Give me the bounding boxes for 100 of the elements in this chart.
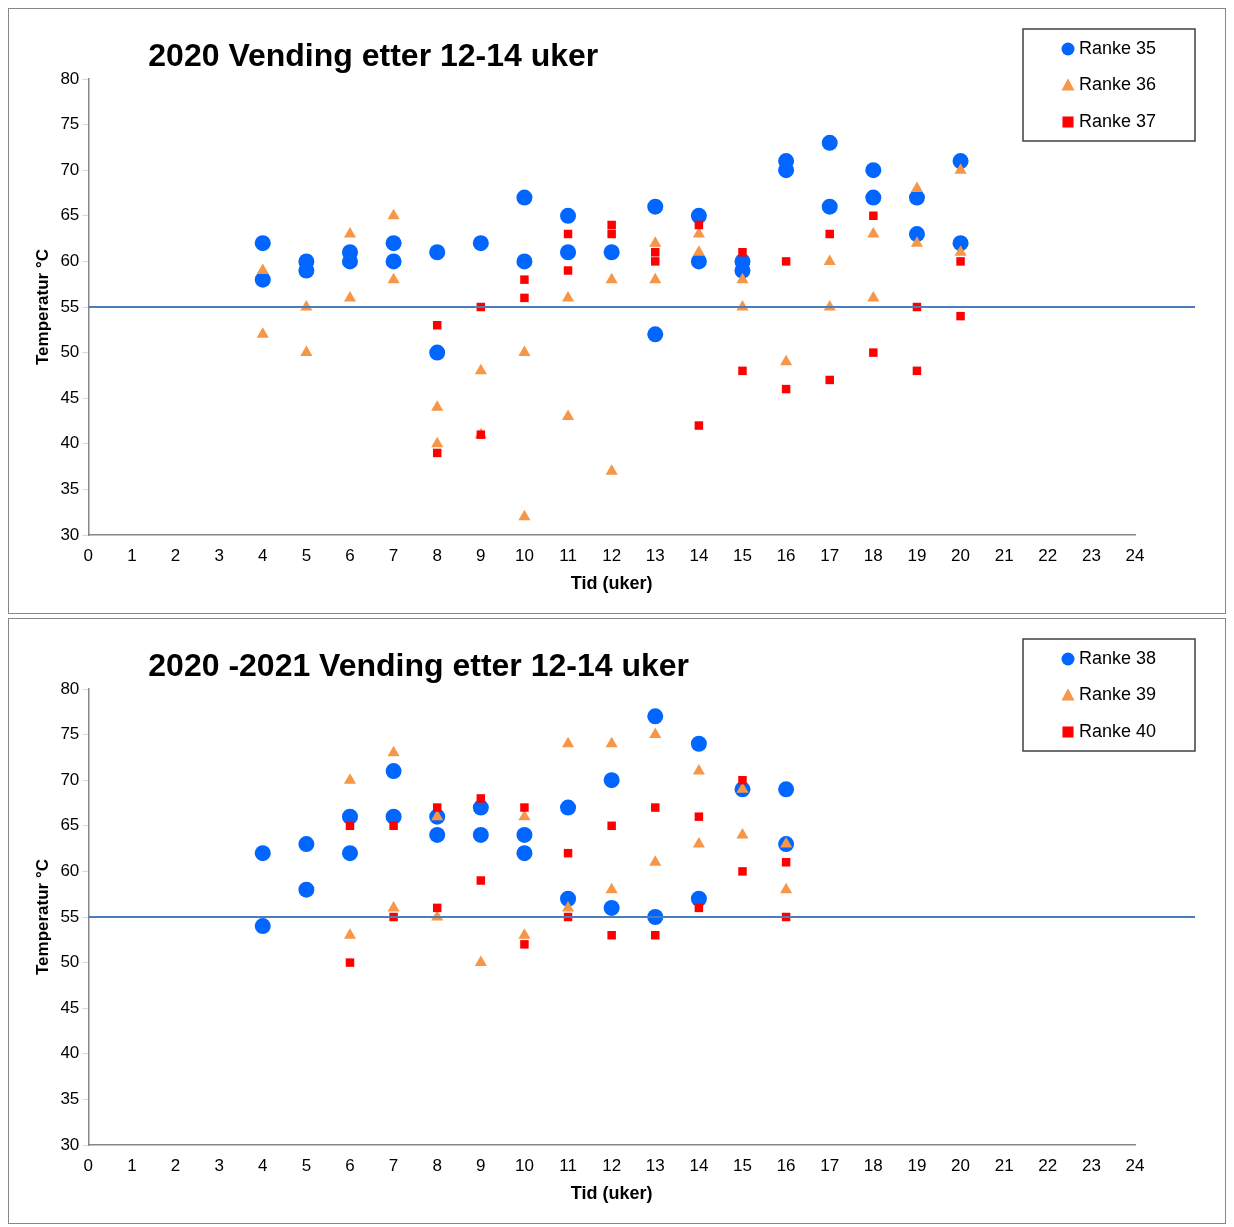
x-tick-label: 1 (127, 1155, 137, 1175)
point (298, 836, 315, 853)
point (385, 253, 402, 270)
point (738, 867, 747, 876)
point (780, 837, 793, 848)
x-tick-label: 18 (863, 1155, 883, 1175)
legend-label: Ranke 37 (1079, 110, 1157, 131)
point (520, 275, 529, 284)
point (429, 344, 446, 361)
point (651, 257, 660, 266)
point (954, 245, 967, 256)
point (256, 263, 269, 275)
x-tick-label: 12 (602, 1155, 622, 1175)
point (429, 244, 446, 261)
point (474, 363, 487, 375)
point (649, 236, 662, 247)
x-tick-label: 8 (432, 545, 442, 565)
point (692, 837, 705, 848)
x-tick-label: 0 (83, 1155, 94, 1175)
point (821, 134, 838, 151)
point (518, 345, 531, 357)
point (518, 928, 531, 939)
x-tick-label: 16 (776, 545, 796, 565)
y-tick-label: 80 (60, 68, 80, 88)
point (780, 354, 793, 366)
point (867, 227, 880, 238)
point (431, 400, 444, 411)
point (736, 827, 749, 839)
x-tick-label: 11 (559, 545, 577, 565)
x-tick-label: 19 (907, 1155, 927, 1175)
point (694, 812, 704, 821)
point (869, 211, 878, 221)
point (605, 882, 618, 894)
point (429, 826, 446, 843)
point (865, 162, 882, 179)
point (516, 253, 533, 270)
point (385, 235, 402, 252)
point (651, 803, 660, 812)
x-tick-label: 10 (514, 545, 534, 565)
point (561, 736, 575, 748)
point (343, 290, 357, 302)
x-tick-label: 14 (689, 545, 709, 565)
point (690, 735, 707, 752)
chart-title: 2020 Vending etter 12-14 uker (148, 36, 599, 73)
point (651, 931, 660, 940)
point (560, 244, 577, 261)
y-tick-label: 60 (60, 861, 80, 881)
x-tick-label: 15 (733, 1155, 752, 1175)
point (561, 290, 575, 302)
point (343, 227, 357, 238)
y-tick-label: 65 (60, 815, 80, 835)
point (560, 890, 577, 907)
x-tick-label: 17 (820, 545, 840, 565)
y-tick-label: 60 (60, 251, 80, 271)
y-tick-label: 35 (60, 479, 80, 499)
point (821, 198, 838, 215)
point (736, 272, 749, 284)
point (431, 436, 444, 448)
point (520, 940, 529, 949)
x-tick-label: 6 (345, 1155, 355, 1175)
point (607, 821, 616, 831)
y-tick-label: 75 (60, 724, 80, 744)
point (825, 229, 834, 239)
x-tick-label: 8 (432, 1155, 442, 1175)
x-tick-label: 9 (476, 1155, 486, 1175)
point (781, 257, 791, 266)
point (647, 326, 664, 343)
point (387, 900, 400, 912)
y-tick-label: 65 (60, 205, 80, 225)
point (256, 327, 269, 338)
y-axis-title: Temperatur °C (32, 858, 52, 976)
y-tick-label: 70 (60, 159, 80, 179)
x-tick-label: 19 (907, 545, 927, 565)
point (343, 773, 357, 784)
point (780, 882, 793, 894)
x-tick-label: 23 (1081, 545, 1101, 565)
point (603, 899, 620, 916)
x-tick-label: 24 (1125, 1155, 1145, 1175)
point (254, 845, 271, 862)
point (910, 181, 923, 192)
point (341, 845, 358, 862)
point (561, 900, 575, 912)
x-tick-label: 1 (127, 545, 137, 565)
point (518, 509, 531, 521)
x-tick-label: 17 (820, 1155, 840, 1175)
x-tick-label: 23 (1081, 1155, 1101, 1175)
point (343, 928, 357, 939)
y-axis-title: Temperatur °C (32, 248, 52, 366)
point (647, 708, 664, 725)
point (432, 803, 442, 812)
x-tick-label: 2 (170, 1155, 181, 1175)
point (476, 876, 486, 885)
point (867, 290, 880, 302)
x-tick-label: 10 (514, 1155, 534, 1175)
point (647, 198, 664, 215)
x-tick-label: 21 (994, 1155, 1014, 1175)
point (603, 772, 620, 789)
point (603, 244, 620, 261)
point (345, 958, 355, 967)
point (908, 189, 925, 206)
